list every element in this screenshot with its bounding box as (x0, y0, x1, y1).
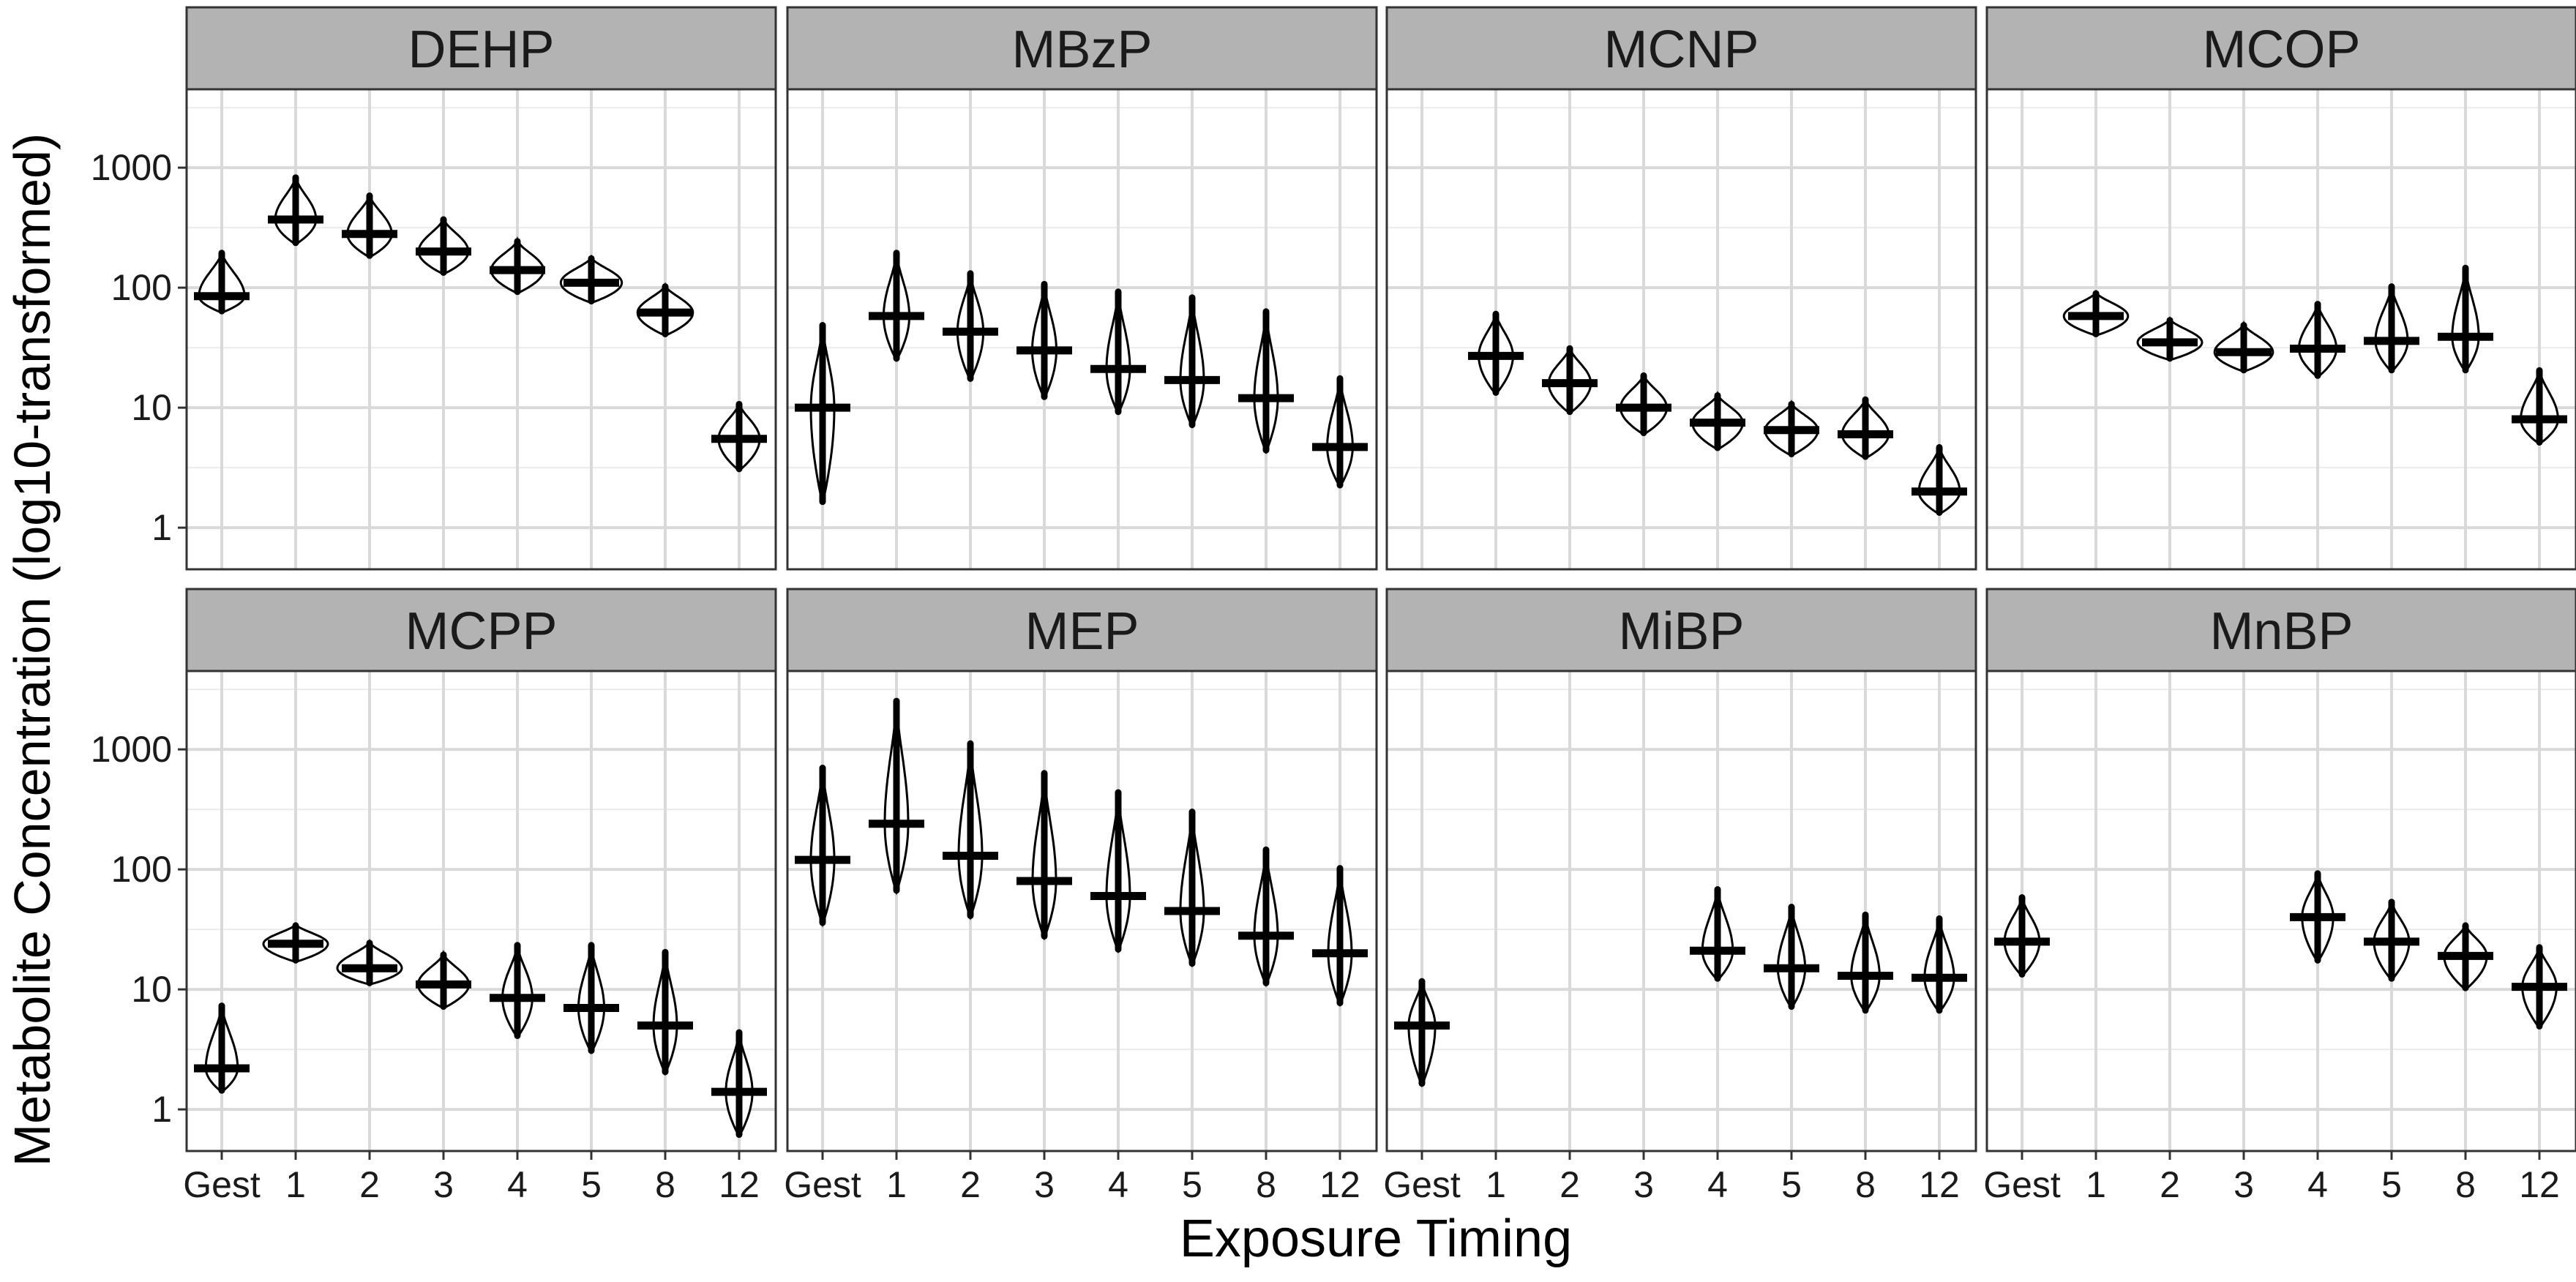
y-axis-title: Metabolite Concentration (log10-transfor… (4, 133, 61, 1166)
facet-dehp: DEHP 1 10 100 1000 (91, 6, 777, 571)
x-tick-label-4: 4 (1707, 1164, 1728, 1205)
facet-panel-background (1987, 89, 2576, 569)
x-tick-label-3: 3 (1034, 1164, 1055, 1205)
x-tick-label-12: 12 (1319, 1164, 1360, 1205)
x-tick-label-3: 3 (2234, 1164, 2254, 1205)
x-tick-label-4: 4 (2307, 1164, 2328, 1205)
y-tick-label: 1000 (91, 147, 172, 188)
x-tick-label-1: 1 (285, 1164, 306, 1205)
x-tick-label-2: 2 (1560, 1164, 1580, 1205)
x-tick-label-2: 2 (359, 1164, 380, 1205)
facet-strip (1385, 6, 1977, 91)
x-tick-label-3: 3 (1633, 1164, 1654, 1205)
x-tick-label-8: 8 (2455, 1164, 2476, 1205)
facet-strip (185, 6, 777, 91)
x-tick-label-8: 8 (655, 1164, 675, 1205)
x-tick-label-8: 8 (1256, 1164, 1276, 1205)
facet-panel-background (1987, 671, 2576, 1151)
x-tick-label-3: 3 (433, 1164, 454, 1205)
facet-panel-background (787, 89, 1377, 569)
facet-strip (786, 6, 1378, 91)
facet-strip (1985, 588, 2576, 672)
x-tick-label-2: 2 (2160, 1164, 2180, 1205)
facet-strip (185, 588, 777, 672)
facet-strip-label-mep: MEP (1025, 602, 1139, 661)
y-tick-label: 10 (131, 969, 172, 1010)
x-tick-label-5: 5 (2381, 1164, 2402, 1205)
y-tick-label: 100 (111, 849, 172, 890)
x-tick-label-1: 1 (886, 1164, 907, 1205)
y-tick-label: 1 (151, 1089, 172, 1130)
facet-panel-background (187, 89, 776, 569)
facet-mcnp: MCNP (1385, 6, 1977, 571)
x-tick-label-gest: Gest (784, 1164, 861, 1205)
x-tick-label-12: 12 (719, 1164, 760, 1205)
facet-mcop: MCOP (1985, 6, 2576, 571)
facet-strip (1985, 6, 2576, 91)
facet-strip-label-mbzp: MBzP (1011, 20, 1152, 79)
x-tick-label-gest: Gest (1383, 1164, 1461, 1205)
y-tick-label: 100 (111, 267, 172, 308)
facet-strip-label-mcop: MCOP (2203, 20, 2361, 79)
x-tick-label-4: 4 (507, 1164, 528, 1205)
facet-panel-background (1387, 89, 1976, 569)
x-tick-label-1: 1 (2086, 1164, 2106, 1205)
facet-mbzp: MBzP (786, 6, 1378, 571)
facet-panel-background (787, 671, 1377, 1151)
facet-strip (786, 588, 1378, 672)
x-tick-label-2: 2 (960, 1164, 981, 1205)
x-axis-title: Exposure Timing (1180, 1210, 1572, 1268)
facet-strip (1385, 588, 1977, 672)
x-tick-label-gest: Gest (1983, 1164, 2061, 1205)
x-tick-label-5: 5 (1182, 1164, 1202, 1205)
y-tick-label: 1000 (91, 729, 172, 770)
x-tick-label-8: 8 (1855, 1164, 1876, 1205)
facet-strip-label-dehp: DEHP (408, 20, 554, 79)
x-tick-label-5: 5 (1781, 1164, 1802, 1205)
facet-strip-label-mcnp: MCNP (1604, 20, 1759, 79)
facet-strip-label-mnbp: MnBP (2209, 602, 2353, 661)
facet-strip-label-mibp: MiBP (1618, 602, 1744, 661)
x-tick-label-5: 5 (581, 1164, 602, 1205)
y-tick-label: 1 (151, 507, 172, 548)
facet-strip-label-mcpp: MCPP (405, 602, 557, 661)
x-tick-label-12: 12 (1919, 1164, 1960, 1205)
x-tick-label-12: 12 (2519, 1164, 2560, 1205)
facet-panel-background (187, 671, 776, 1151)
x-tick-label-4: 4 (1108, 1164, 1128, 1205)
x-tick-label-gest: Gest (183, 1164, 261, 1205)
facet-panel-background (1387, 671, 1976, 1151)
x-tick-label-1: 1 (1486, 1164, 1506, 1205)
y-tick-label: 10 (131, 387, 172, 428)
